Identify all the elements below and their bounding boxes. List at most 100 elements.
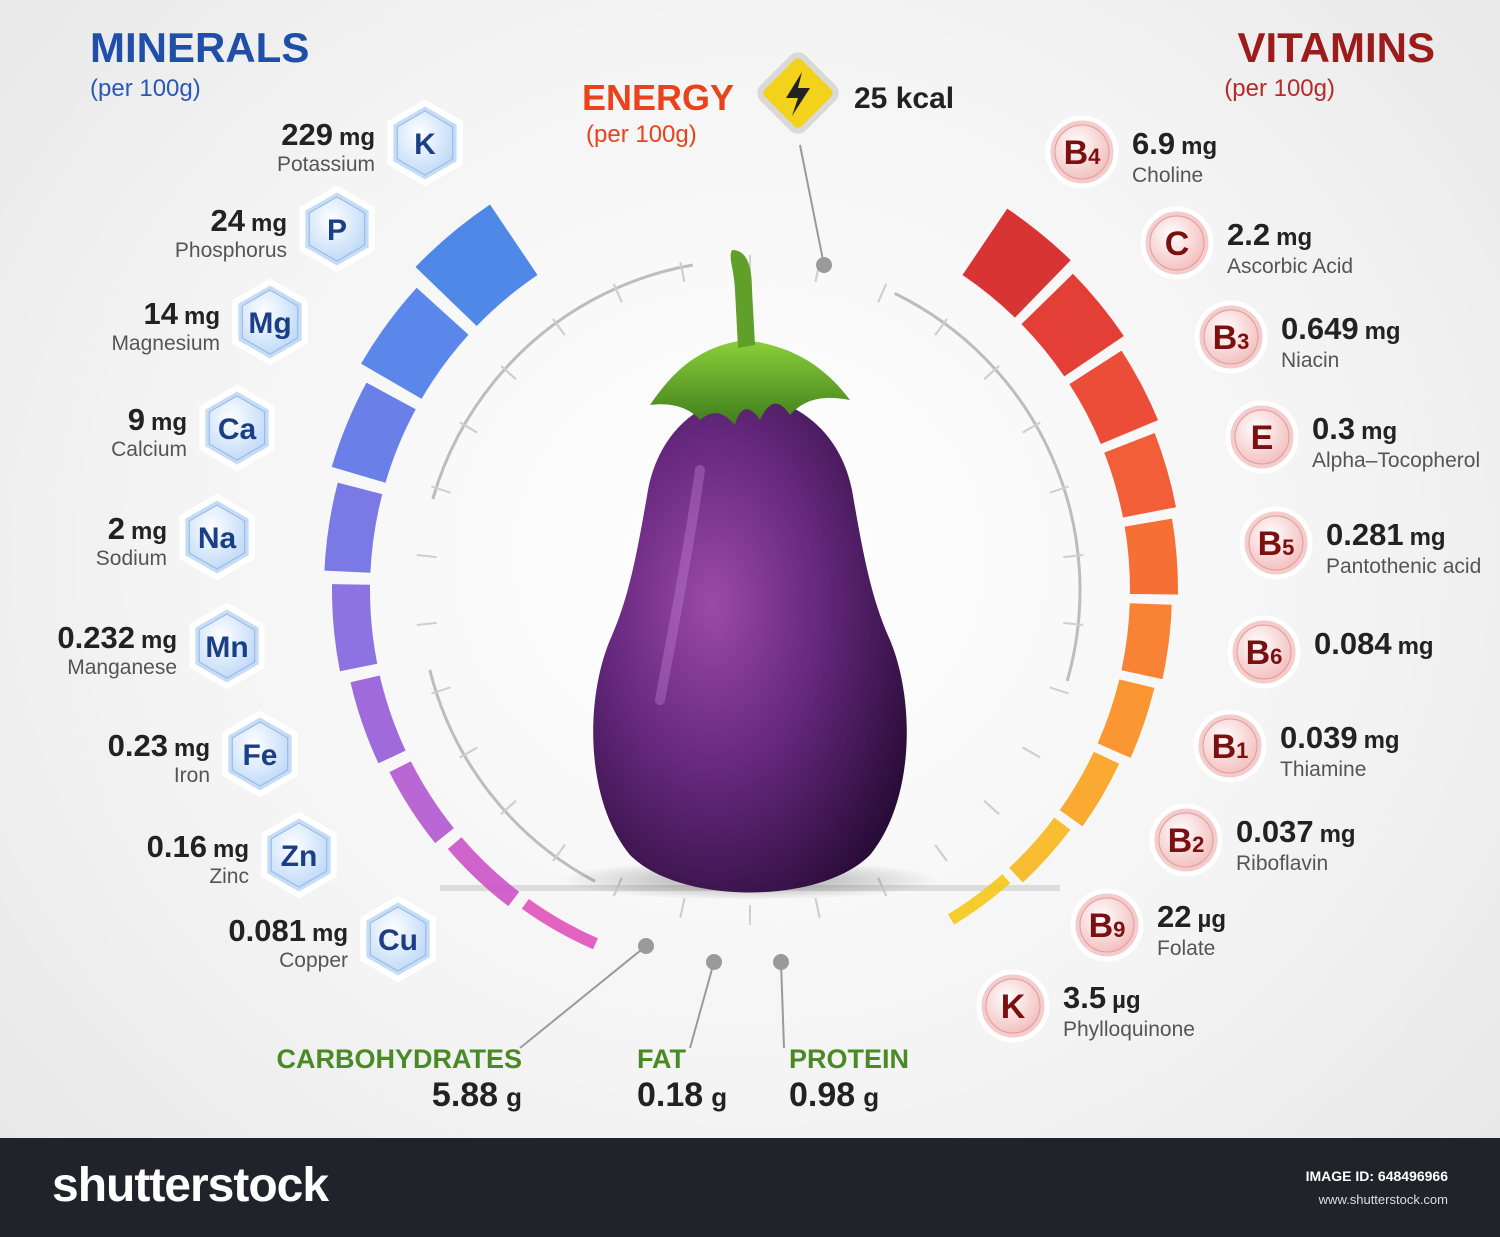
- vitamin-bar: [1021, 273, 1124, 377]
- mineral-amount: 14 mg: [144, 296, 220, 331]
- mineral-bar: [331, 382, 416, 483]
- vitamins-title: VITAMINS: [1237, 24, 1435, 71]
- mineral-bar: [332, 584, 378, 672]
- vitamin-item: E 0.3 mg Alpha–Tocopherol: [1225, 400, 1480, 474]
- vitamin-bar: [1121, 603, 1172, 680]
- mineral-bar: [350, 675, 406, 764]
- vitamin-bar: [1097, 679, 1155, 758]
- minerals-subtitle: (per 100g): [90, 75, 201, 102]
- vitamin-name: Niacin: [1281, 349, 1339, 372]
- vitamin-item: C 2.2 mg Ascorbic Acid: [1140, 206, 1353, 280]
- mineral-bar: [415, 204, 538, 327]
- vitamin-symbol: E: [1251, 419, 1274, 457]
- macro-connectors: [519, 144, 832, 1049]
- vitamin-amount: 6.9 mg: [1132, 126, 1217, 161]
- vitamin-name: Phylloquinone: [1063, 1018, 1195, 1041]
- mineral-name: Phosphorus: [175, 239, 287, 262]
- vitamin-amount: 0.649 mg: [1281, 311, 1401, 346]
- vitamin-item: B5 0.281 mg Pantothenic acid: [1239, 506, 1481, 580]
- mineral-bars: [324, 204, 598, 950]
- energy-label: ENERGY: [582, 77, 734, 118]
- vitamin-bar: [1104, 433, 1177, 518]
- vitamin-bar: [947, 874, 1011, 925]
- lightning-icon: [757, 52, 839, 134]
- vitamin-name: Alpha–Tocopherol: [1312, 449, 1480, 472]
- vitamin-item: B6 0.084 mg: [1227, 615, 1434, 689]
- vitamin-item: B1 0.039 mg Thiamine: [1193, 709, 1400, 783]
- mineral-amount: 24 mg: [211, 203, 287, 238]
- vitamin-bar: [1009, 817, 1071, 883]
- mineral-symbol: Ca: [218, 413, 257, 446]
- mineral-symbol: Mg: [248, 307, 291, 340]
- mineral-symbol: Cu: [378, 924, 418, 957]
- vitamin-item: B4 6.9 mg Choline: [1045, 115, 1217, 189]
- mineral-amount: 0.23 mg: [108, 728, 210, 763]
- mineral-name: Sodium: [96, 547, 167, 570]
- mineral-bar: [389, 761, 454, 844]
- vitamin-name: Choline: [1132, 164, 1203, 187]
- vitamin-item: B2 0.037 mg Riboflavin: [1149, 803, 1356, 877]
- vitamin-name: Thiamine: [1280, 758, 1366, 781]
- mineral-name: Iron: [174, 764, 210, 787]
- vitamin-amount: 0.084 mg: [1314, 626, 1434, 661]
- vitamin-symbol: C: [1165, 225, 1190, 263]
- vitamin-symbol: B9: [1089, 907, 1126, 945]
- vitamin-bar: [962, 208, 1071, 318]
- mineral-amount: 0.081 mg: [228, 913, 348, 948]
- brand-logo: shutterstock: [52, 1159, 329, 1212]
- vitamin-name: Riboflavin: [1236, 852, 1328, 875]
- vitamin-bar: [1069, 350, 1159, 444]
- mineral-amount: 9 mg: [128, 402, 187, 437]
- vitamin-item: B9 22 µg Folate: [1070, 888, 1226, 962]
- energy-value: 25 kcal: [854, 82, 954, 115]
- mineral-symbol: Fe: [242, 739, 277, 772]
- vitamin-amount: 0.037 mg: [1236, 814, 1356, 849]
- vitamin-name: Folate: [1157, 937, 1215, 960]
- vitamin-symbol: B2: [1168, 822, 1205, 860]
- mineral-bar: [521, 898, 598, 950]
- vitamin-symbol: B1: [1212, 728, 1249, 766]
- mineral-amount: 2 mg: [108, 511, 167, 546]
- mineral-symbol: K: [414, 128, 436, 161]
- protein-value: 0.98 g: [789, 1076, 879, 1114]
- vitamin-symbol: B5: [1258, 525, 1295, 563]
- vitamin-symbol: B4: [1064, 134, 1102, 172]
- vitamin-name: Ascorbic Acid: [1227, 255, 1353, 278]
- dial-ring: [416, 255, 1084, 925]
- mineral-name: Zinc: [209, 865, 249, 888]
- vitamin-bar: [1059, 751, 1120, 827]
- mineral-symbol: Mn: [205, 631, 248, 664]
- vitamin-symbol: B6: [1246, 634, 1283, 672]
- vitamin-amount: 0.039 mg: [1280, 720, 1400, 755]
- energy-subtitle: (per 100g): [586, 121, 697, 148]
- carbohydrates-label: CARBOHYDRATES: [276, 1044, 522, 1074]
- protein-label: PROTEIN: [789, 1044, 909, 1074]
- mineral-name: Copper: [279, 949, 348, 972]
- mineral-symbol: Zn: [281, 840, 318, 873]
- vitamin-symbol: B3: [1213, 319, 1250, 357]
- mineral-bar: [324, 482, 383, 573]
- vitamin-item: B3 0.649 mg Niacin: [1194, 300, 1401, 374]
- vitamin-symbol: K: [1001, 988, 1026, 1026]
- image-id: IMAGE ID: 648496966: [1305, 1168, 1448, 1184]
- mineral-name: Potassium: [277, 153, 375, 176]
- vitamin-amount: 3.5 µg: [1063, 980, 1141, 1015]
- vitamin-bar: [1124, 518, 1178, 595]
- fat-value: 0.18 g: [637, 1076, 727, 1114]
- mineral-amount: 0.232 mg: [57, 620, 177, 655]
- vitamin-amount: 2.2 mg: [1227, 217, 1312, 252]
- mineral-amount: 0.16 mg: [147, 829, 249, 864]
- vitamin-bars: [947, 208, 1178, 925]
- fat-label: FAT: [637, 1044, 686, 1074]
- site-url: www.shutterstock.com: [1318, 1192, 1448, 1207]
- mineral-bar: [447, 837, 520, 907]
- mineral-symbol: P: [327, 214, 347, 247]
